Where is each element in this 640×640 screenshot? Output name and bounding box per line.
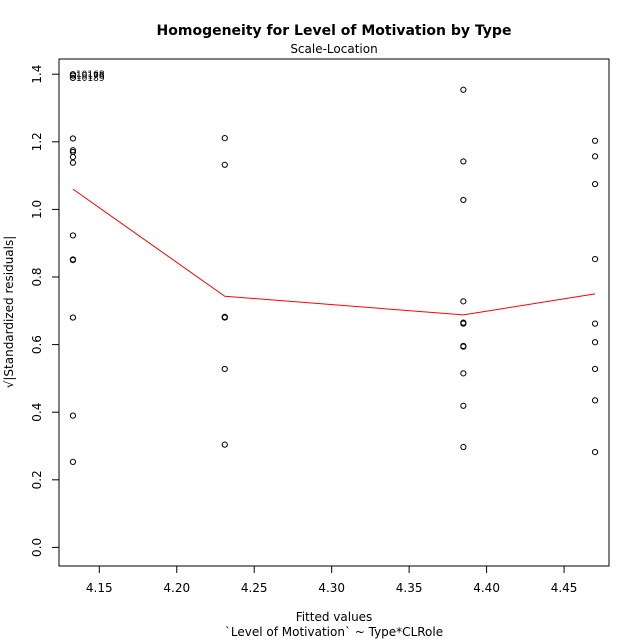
y-axis-label: √|Standardized residuals| [2,236,16,389]
x-axis: 4.15 4.20 4.25 4.30 4.35 4.40 4.45 [86,565,578,595]
y-tick-label: 0.6 [30,335,44,354]
y-tick-label: 0.0 [30,538,44,557]
data-point [69,135,77,142]
y-tick-label: 1.2 [30,132,44,151]
data-point [460,402,467,409]
data-point [591,397,599,404]
chart-title: Homogeneity for Level of Motivation by T… [157,23,512,39]
data-point [69,458,77,465]
data-point [69,72,77,79]
x-tick-label: 4.20 [163,581,190,595]
data-point [460,158,467,165]
point-id-label: 10168 [76,70,105,80]
data-point [69,153,77,161]
data-point [591,153,599,160]
data-point [591,339,599,346]
smooth-line [72,188,596,316]
plot-frame [58,58,610,567]
point-id-label: 10178 [76,72,105,82]
data-point [591,180,599,188]
smooth-line-group [72,188,596,316]
data-point [221,365,228,373]
data-point [460,320,467,327]
data-point [69,74,77,82]
data-point [69,232,77,239]
x-axis-label: Fitted values [296,610,373,624]
data-point [591,365,599,373]
y-tick-label: 0.2 [30,470,44,489]
data-point [460,370,467,377]
point-id-label: 10189 [76,74,105,84]
data-point [221,161,228,168]
data-point [221,441,228,448]
data-point [591,137,599,144]
data-point [591,255,599,263]
data-point [69,314,77,321]
y-tick-label: 0.8 [30,267,44,286]
x-tick-label: 4.40 [473,581,500,595]
data-point [591,448,599,456]
x-tick-label: 4.25 [241,581,268,595]
x-axis-formula: `Level of Motivation` ~ Type*CLRole [225,625,443,639]
y-tick-label: 0.4 [30,403,44,422]
data-point [460,298,467,305]
data-point [460,343,467,350]
data-point [460,196,467,204]
y-tick-label: 1.0 [30,200,44,219]
x-tick-label: 4.45 [551,581,578,595]
data-point [591,320,599,327]
data-points [69,71,599,465]
data-point [221,134,228,142]
y-tick-label: 1.4 [30,65,44,84]
data-point [460,443,467,451]
chart-subtitle: Scale-Location [290,42,377,56]
data-point [69,257,77,264]
data-point [69,147,77,154]
x-tick-label: 4.15 [86,581,113,595]
data-point [69,159,77,166]
data-point [221,314,228,321]
data-point [460,86,467,93]
y-axis: 0.0 0.2 0.4 0.6 0.8 1.0 1.2 1.4 [30,65,60,557]
x-tick-label: 4.30 [318,581,345,595]
data-point [69,412,77,419]
x-tick-label: 4.35 [396,581,423,595]
